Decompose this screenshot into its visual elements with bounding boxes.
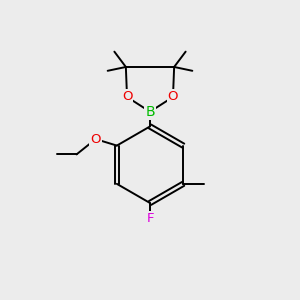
Text: F: F: [146, 212, 154, 225]
Text: O: O: [122, 91, 132, 103]
Text: O: O: [168, 91, 178, 103]
Text: O: O: [90, 133, 101, 146]
Text: B: B: [145, 105, 155, 119]
